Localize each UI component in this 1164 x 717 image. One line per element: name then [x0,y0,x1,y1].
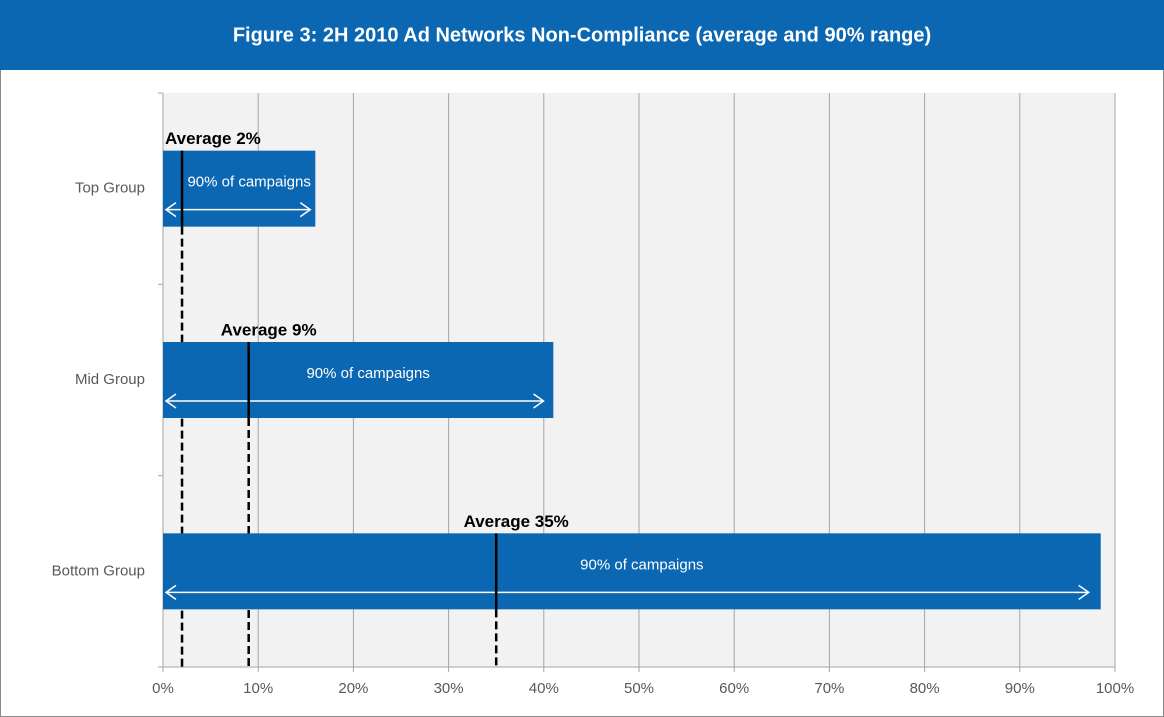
arrow-head [164,393,177,409]
chart-title: Figure 3: 2H 2010 Ad Networks Non-Compli… [233,24,931,46]
x-tick-label: 100% [1096,680,1134,697]
bar [163,533,1101,610]
x-tick-label: 30% [434,680,464,697]
x-tick-label: 50% [624,680,654,697]
x-tick-label: 90% [1005,680,1035,697]
x-tick-label: 70% [814,680,844,697]
arrow-head [1078,584,1091,600]
bar [163,150,316,227]
average-label: Average 9% [221,320,317,339]
y-tick-label: Top Group [75,180,145,197]
x-tick-label: 80% [910,680,940,697]
range-label: 90% of campaigns [580,556,703,573]
x-tick-label: 20% [338,680,368,697]
x-tick-label: 40% [529,680,559,697]
bar [163,342,554,418]
arrow-head [533,393,545,409]
x-tick-label: 0% [152,680,174,697]
average-label: Average 2% [165,129,261,148]
range-label: 90% of campaigns [306,365,429,382]
x-tick-label: 10% [243,680,273,697]
y-tick-label: Bottom Group [52,562,145,579]
header [0,0,1164,70]
average-label: Average 35% [464,512,569,531]
range-label: 90% of campaigns [187,174,310,191]
y-tick-label: Mid Group [75,371,145,388]
arrow-head [299,202,312,218]
arrow-head [164,584,177,600]
arrow-head [164,202,177,218]
x-tick-label: 60% [719,680,749,697]
